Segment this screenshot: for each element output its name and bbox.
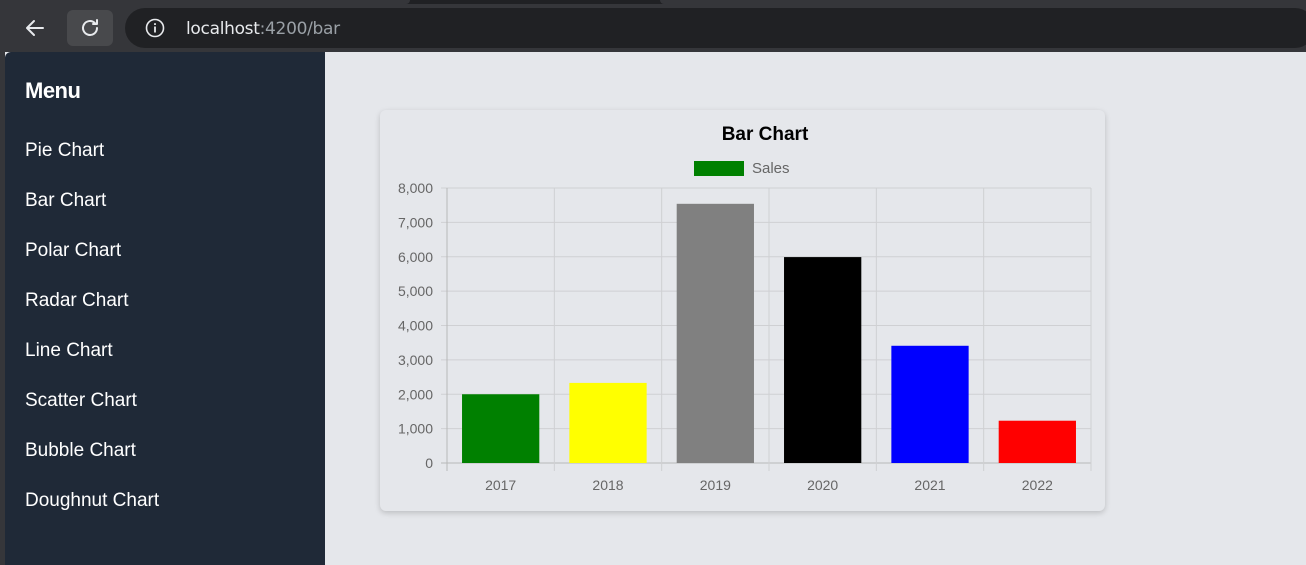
x-tick-label: 2017 (485, 477, 516, 493)
address-bar[interactable]: localhost:4200/bar (125, 8, 1306, 48)
sidebar: Menu Pie Chart Bar Chart Polar Chart Rad… (5, 52, 325, 565)
sidebar-item-pie-chart[interactable]: Pie Chart (25, 140, 105, 161)
y-tick-label: 1,000 (398, 421, 433, 437)
x-tick-label: 2020 (807, 477, 838, 493)
bar-chart: Bar Chart Sales 0 1,000 2,000 3,000 4,000 5,000… (398, 124, 1092, 493)
reload-button[interactable] (67, 10, 113, 46)
y-tick-label: 6,000 (398, 249, 433, 265)
x-tick-label: 2021 (914, 477, 945, 493)
url-host: localhost (186, 19, 260, 39)
bar (676, 203, 754, 463)
y-tick-label: 5,000 (398, 283, 433, 299)
bar (998, 420, 1076, 463)
bar (462, 394, 540, 463)
sidebar-item-line-chart[interactable]: Line Chart (25, 340, 113, 361)
bar (569, 382, 647, 463)
app-window: Menu Pie Chart Bar Chart Polar Chart Rad… (5, 52, 1306, 565)
y-tick-label: 4,000 (398, 318, 433, 334)
y-tick-label: 8,000 (398, 180, 433, 196)
legend-swatch (694, 161, 744, 176)
chart-card: Bar Chart Sales 0 1,000 2,000 3,000 4,000 5,000… (380, 110, 1105, 511)
x-tick-label: 2022 (1022, 477, 1053, 493)
menu-list: Pie Chart Bar Chart Polar Chart Radar Ch… (25, 140, 159, 540)
sidebar-item-radar-chart[interactable]: Radar Chart (25, 290, 129, 311)
tab-left[interactable] (0, 0, 410, 4)
url-text[interactable]: localhost:4200/bar (186, 19, 340, 39)
y-tick-label: 3,000 (398, 352, 433, 368)
browser-toolbar: localhost:4200/bar (0, 4, 1306, 52)
back-button[interactable] (12, 10, 58, 46)
sidebar-item-bubble-chart[interactable]: Bubble Chart (25, 440, 136, 461)
y-tick-label: 7,000 (398, 214, 433, 230)
main-content: Bar Chart Sales 0 1,000 2,000 3,000 4,000 5,000… (325, 52, 1306, 565)
chart-title: Bar Chart (722, 124, 809, 145)
x-tick-label: 2018 (592, 477, 623, 493)
tab-right[interactable] (660, 0, 1306, 4)
y-tick-label: 0 (425, 455, 433, 471)
y-tick-label: 2,000 (398, 386, 433, 402)
arrow-left-icon (26, 20, 44, 36)
reload-icon (82, 19, 98, 36)
info-icon[interactable] (145, 18, 165, 38)
legend-label: Sales (752, 160, 790, 177)
sidebar-item-polar-chart[interactable]: Polar Chart (25, 240, 122, 261)
url-path: :4200/bar (259, 19, 341, 39)
tab-strip (0, 0, 1306, 4)
sidebar-item-scatter-chart[interactable]: Scatter Chart (25, 390, 137, 411)
bar (891, 345, 969, 463)
bar (784, 257, 862, 463)
sidebar-item-doughnut-chart[interactable]: Doughnut Chart (25, 490, 160, 511)
menu-title: Menu (25, 78, 81, 103)
x-tick-label: 2019 (700, 477, 731, 493)
sidebar-item-bar-chart[interactable]: Bar Chart (25, 190, 107, 211)
